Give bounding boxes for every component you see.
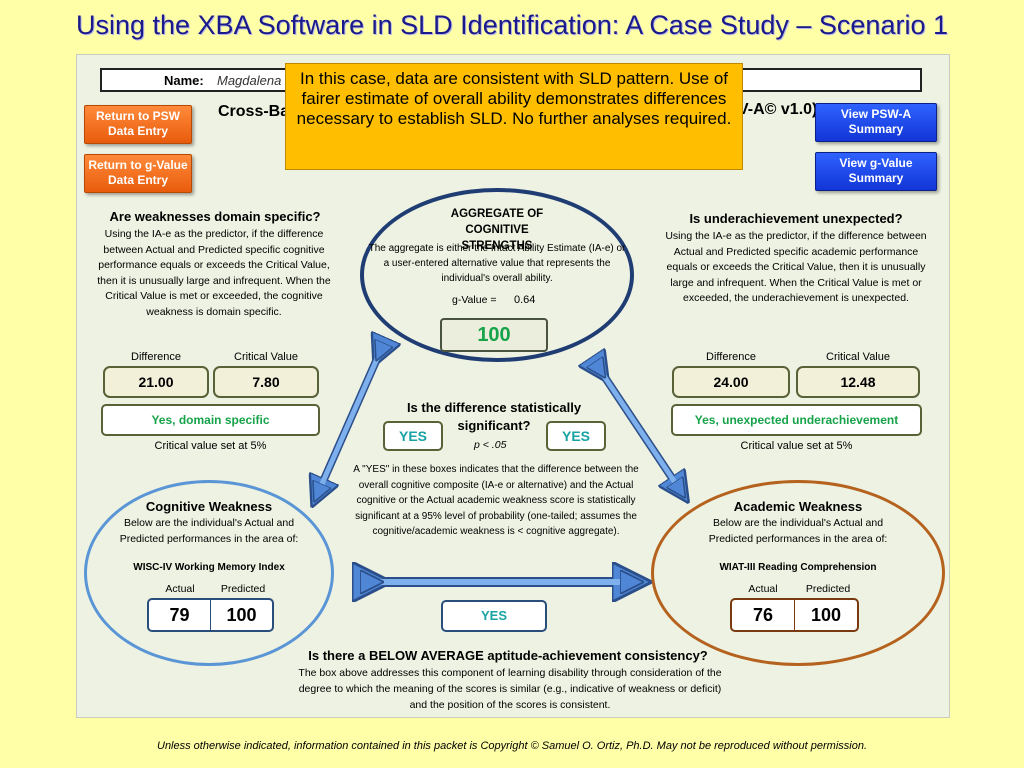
right-critical-label: Critical Value <box>826 351 890 363</box>
underachievement-result: Yes, unexpected underachievement <box>671 404 922 436</box>
right-difference-value: 24.00 <box>672 366 790 398</box>
p-value: p < .05 <box>474 439 507 451</box>
cognitive-ellipse <box>84 480 334 666</box>
academic-actual-label: Actual <box>748 583 778 595</box>
aggregate-score: 100 <box>440 318 548 352</box>
domain-specific-result: Yes, domain specific <box>101 404 320 436</box>
consistency-yes: YES <box>441 600 547 632</box>
domain-specific-title: Are weaknesses domain specific? <box>109 209 321 224</box>
academic-predicted-label: Predicted <box>805 583 851 595</box>
slide-title: Using the XBA Software in SLD Identifica… <box>75 10 948 40</box>
academic-predicted: 100 <box>810 605 842 625</box>
app-title-end: V-A© v1.0) <box>738 101 818 118</box>
academic-ellipse <box>651 480 945 666</box>
domain-specific-text: Using the IA-e as the predictor, if the … <box>97 228 331 318</box>
app-title-start: Cross-Ba <box>218 103 290 120</box>
left-critical-label: Critical Value <box>234 351 298 363</box>
left-difference-value: 21.00 <box>103 366 209 398</box>
cognitive-predicted: 100 <box>226 605 257 625</box>
copyright-footer: Unless otherwise indicated, information … <box>157 740 867 752</box>
cognitive-text: Below are the individual's Actual and Pr… <box>119 517 299 545</box>
return-psw-button[interactable]: Return to PSW Data Entry <box>84 105 192 144</box>
return-gvalue-button[interactable]: Return to g-Value Data Entry <box>84 154 192 193</box>
cognitive-title: Cognitive Weakness <box>145 499 273 514</box>
cognitive-area: WISC-IV Working Memory Index <box>133 562 285 573</box>
academic-text: Below are the individual's Actual and Pr… <box>708 517 888 545</box>
cognitive-actual-label: Actual <box>165 583 195 595</box>
aggregate-title: AGGREGATE OF COGNITIVE STRENGTHS <box>450 208 544 252</box>
significance-text: A "YES" in these boxes indicates that th… <box>353 464 639 537</box>
right-critical-note: Critical value set at 5% <box>740 440 853 452</box>
academic-area: WIAT-III Reading Comprehension <box>719 562 877 573</box>
callout-note: In this case, data are consistent with S… <box>285 63 743 170</box>
right-critical-value: 12.48 <box>796 366 920 398</box>
consistency-text: The box above addresses this component o… <box>298 667 722 711</box>
name-label: Name: <box>164 73 204 88</box>
underachievement-text: Using the IA-e as the predictor, if the … <box>665 230 927 304</box>
aggregate-text: The aggregate is either the Intact Abili… <box>368 243 626 284</box>
consistency-title: Is there a BELOW AVERAGE aptitude-achiev… <box>308 648 708 663</box>
gvalue: 0.64 <box>514 294 536 306</box>
significance-yes-right: YES <box>546 421 606 451</box>
view-gvalue-button[interactable]: View g-Value Summary <box>815 152 937 191</box>
right-difference-label: Difference <box>706 351 756 363</box>
significance-title: Is the difference statistically signific… <box>406 400 582 433</box>
academic-scores: 76 100 <box>730 598 859 632</box>
name-field[interactable]: Magdalena <box>217 73 282 88</box>
cognitive-predicted-label: Predicted <box>220 583 266 595</box>
academic-title: Academic Weakness <box>733 499 863 514</box>
significance-yes-left: YES <box>383 421 443 451</box>
cognitive-scores: 79 100 <box>147 598 274 632</box>
left-critical-value: 7.80 <box>213 366 319 398</box>
left-difference-label: Difference <box>131 351 181 363</box>
cognitive-actual: 79 <box>149 600 211 630</box>
underachievement-title: Is underachievement unexpected? <box>689 211 903 226</box>
gvalue-label: g-Value = <box>452 294 497 306</box>
academic-actual: 76 <box>732 600 795 630</box>
view-psw-a-button[interactable]: View PSW-A Summary <box>815 103 937 142</box>
left-critical-note: Critical value set at 5% <box>154 440 267 452</box>
